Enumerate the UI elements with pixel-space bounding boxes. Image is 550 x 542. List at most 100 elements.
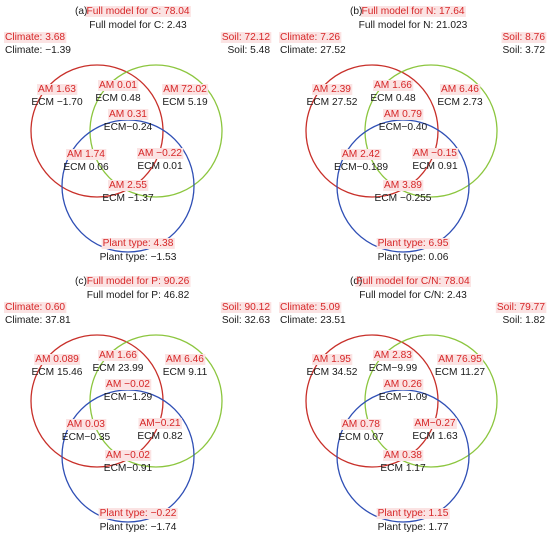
region-center-am: AM −0.02 (106, 379, 150, 390)
soil-ecm-label: Soil: 3.72 (503, 45, 546, 56)
region-plant-only-am: AM 2.55 (109, 180, 147, 191)
region-soil-plant-ecm: ECM 0.91 (412, 161, 458, 172)
region-center-ecm: ECM−1.09 (379, 392, 428, 403)
region-climate-plant-ecm: ECM 0.06 (63, 162, 109, 173)
full-model-ecm-label: Full model for P: 46.82 (87, 290, 190, 301)
region-climate-only-ecm: ECM 15.46 (32, 367, 83, 378)
am-label-highlight (495, 302, 547, 313)
full-model-ecm-label: Full model for C/N: 2.43 (359, 290, 467, 301)
region-soil-plant-am: AM−0.21 (139, 418, 180, 429)
region-center-ecm: ECM−0.40 (379, 122, 428, 133)
am-label-highlight (101, 238, 175, 249)
region-climate-plant-ecm: ECM 0.07 (338, 432, 384, 443)
plant-ecm-label: Plant type: −1.53 (100, 252, 177, 263)
am-label-highlight (66, 419, 107, 430)
region-climate-soil-am: AM 0.01 (99, 80, 137, 91)
am-label-highlight (413, 418, 457, 429)
region-climate-plant-am: AM 1.74 (67, 149, 105, 160)
soil-ecm-label: Soil: 5.48 (228, 45, 271, 56)
region-climate-soil-am: AM 2.83 (374, 350, 412, 361)
soil-am-label: Soil: 8.76 (503, 32, 546, 43)
am-label-highlight (85, 6, 191, 17)
climate-circle (305, 334, 439, 468)
am-label-highlight (162, 84, 209, 95)
am-label-highlight (37, 84, 78, 95)
am-label-highlight (98, 350, 139, 361)
am-label-highlight (501, 32, 547, 43)
am-label-highlight (105, 379, 152, 390)
region-soil-only-am: AM 72.02 (163, 84, 207, 95)
am-label-highlight (34, 354, 81, 365)
label-highlights (279, 276, 547, 519)
plant-am-label: Plant type: −0.22 (100, 508, 177, 519)
plant-ecm-label: Plant type: −1.74 (100, 522, 177, 533)
am-label-highlight (341, 419, 382, 430)
region-soil-plant-am: AM −0.22 (138, 148, 182, 159)
region-climate-plant-am: AM 0.03 (67, 419, 105, 430)
soil-ecm-label: Soil: 32.63 (222, 315, 270, 326)
region-climate-only-am: AM 2.39 (313, 84, 351, 95)
climate-am-label: Climate: 5.09 (280, 302, 340, 313)
venn-panel-c: (c) Full model for P: 90.26 Full model for… (4, 276, 272, 533)
am-label-highlight (383, 450, 424, 461)
am-label-highlight (137, 148, 184, 159)
plant-ecm-label: Plant type: 0.06 (378, 252, 449, 263)
region-plant-only-ecm: ECM −0.255 (375, 193, 432, 204)
climate-ecm-label: Climate: 23.51 (280, 315, 346, 326)
region-climate-soil-ecm: ECM−9.99 (369, 363, 418, 374)
label-highlights (4, 276, 272, 519)
am-label-highlight (4, 302, 67, 313)
full-model-am-label: Full model for C/N: 78.04 (356, 276, 470, 287)
am-label-highlight (341, 149, 382, 160)
am-label-highlight (85, 276, 191, 287)
am-label-highlight (383, 109, 424, 120)
region-soil-plant-am: AM −0.15 (413, 148, 457, 159)
am-label-highlight (105, 450, 152, 461)
region-plant-only-am: AM −0.02 (106, 450, 150, 461)
am-label-highlight (312, 354, 353, 365)
region-center-am: AM 0.31 (109, 109, 147, 120)
region-center-ecm: ECM−1.29 (104, 392, 153, 403)
am-label-highlight (279, 302, 342, 313)
region-soil-plant-am: AM−0.27 (414, 418, 455, 429)
am-label-highlight (376, 238, 450, 249)
region-soil-only-ecm: ECM 11.27 (435, 367, 486, 378)
climate-am-label: Climate: 0.60 (5, 302, 65, 313)
plant-am-label: Plant type: 4.38 (103, 238, 174, 249)
region-soil-only-ecm: ECM 2.73 (437, 97, 483, 108)
am-label-highlight (312, 84, 353, 95)
soil-am-label: Soil: 90.12 (222, 302, 270, 313)
region-climate-plant-ecm: ECM−0.35 (62, 432, 111, 443)
region-center-ecm: ECM−0.24 (104, 122, 153, 133)
venn-panel-b: (b) Full model for N: 17.64 Full model for… (279, 6, 547, 263)
am-label-highlight (376, 508, 450, 519)
am-label-highlight (360, 6, 466, 17)
plant-am-label: Plant type: 1.15 (378, 508, 449, 519)
am-label-highlight (98, 80, 139, 91)
region-climate-only-am: AM 0.089 (35, 354, 79, 365)
panel-label-label: (b) (350, 6, 362, 17)
am-label-highlight (355, 276, 471, 287)
am-label-highlight (165, 354, 206, 365)
region-soil-only-am: AM 6.46 (441, 84, 479, 95)
panel-label-label: (a) (75, 6, 87, 17)
region-climate-plant-am: AM 2.42 (342, 149, 380, 160)
region-plant-only-ecm: ECM−0.91 (104, 463, 153, 474)
soil-circle (364, 334, 498, 468)
soil-circle (89, 64, 223, 198)
am-label-highlight (220, 32, 272, 43)
region-climate-soil-ecm: ECM 0.48 (370, 93, 416, 104)
full-model-am-label: Full model for C: 78.04 (86, 6, 189, 17)
climate-ecm-label: Climate: 27.52 (280, 45, 346, 56)
region-climate-soil-ecm: ECM 0.48 (95, 93, 141, 104)
soil-am-label: Soil: 72.12 (222, 32, 270, 43)
region-plant-only-ecm: ECM −1.37 (102, 193, 154, 204)
region-climate-soil-ecm: ECM 23.99 (93, 363, 144, 374)
am-label-highlight (108, 180, 149, 191)
am-label-highlight (4, 32, 67, 43)
region-center-am: AM 0.26 (384, 379, 422, 390)
label-highlights (4, 6, 272, 249)
region-soil-plant-ecm: ECM 0.01 (137, 161, 183, 172)
venn-panel-a: (a) Full model for C: 78.04 Full model for… (4, 6, 272, 263)
soil-ecm-label: Soil: 1.82 (503, 315, 546, 326)
